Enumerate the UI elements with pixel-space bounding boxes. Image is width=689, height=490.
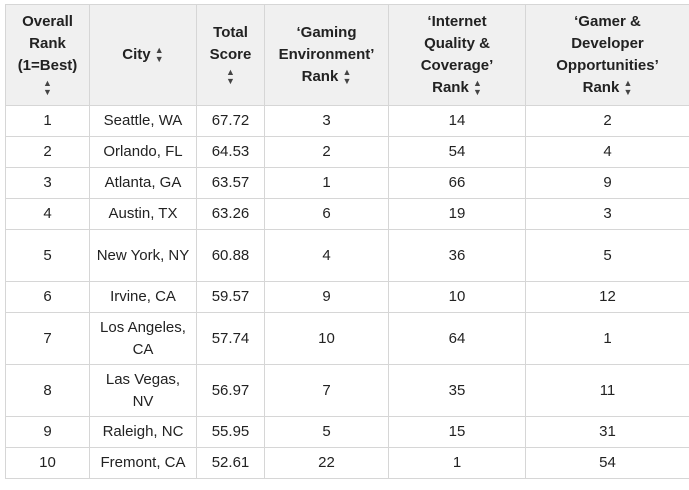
gaming-environment-rank-header[interactable]: ‘Gaming Environment’ Rank ▲▼: [265, 5, 389, 106]
internet-quality-rank-header[interactable]: ‘Internet Quality & Coverage’ Rank ▲▼: [389, 5, 526, 106]
gaming-environment-rank-cell: 4: [265, 230, 389, 282]
total-score-cell: 60.88: [197, 230, 265, 282]
city-cell: Orlando, FL: [90, 137, 197, 168]
city-cell: Austin, TX: [90, 199, 197, 230]
internet-quality-rank-cell: 35: [389, 365, 526, 417]
opportunities-rank-cell: 12: [526, 282, 689, 313]
internet-quality-rank-cell: 66: [389, 168, 526, 199]
internet-quality-rank-cell: 14: [389, 106, 526, 137]
internet-quality-rank-cell: 36: [389, 230, 526, 282]
rank-cell: 6: [6, 282, 90, 313]
rank-cell: 2: [6, 137, 90, 168]
gaming-environment-rank-cell: 2: [265, 137, 389, 168]
city-cell: Irvine, CA: [90, 282, 197, 313]
total-score-cell: 55.95: [197, 417, 265, 448]
rank-cell: 3: [6, 168, 90, 199]
total-score-cell: 52.61: [197, 448, 265, 479]
city-ranking-table: Overall Rank (1=Best) ▲▼ City ▲▼ Total Sc…: [5, 4, 689, 479]
internet-quality-rank-cell: 10: [389, 282, 526, 313]
rank-cell: 8: [6, 365, 90, 417]
city-cell: Los Angeles, CA: [90, 313, 197, 365]
sort-up-down-icon[interactable]: ▲▼: [155, 46, 164, 64]
rank-cell: 5: [6, 230, 90, 282]
total-score-cell: 63.26: [197, 199, 265, 230]
city-header[interactable]: City ▲▼: [90, 5, 197, 106]
opportunities-rank-cell: 54: [526, 448, 689, 479]
city-cell: Fremont, CA: [90, 448, 197, 479]
city-cell: Las Vegas, NV: [90, 365, 197, 417]
internet-quality-rank-cell: 15: [389, 417, 526, 448]
rank-cell: 1: [6, 106, 90, 137]
gaming-environment-rank-cell: 6: [265, 199, 389, 230]
column-label: ‘Gaming Environment’ Rank: [279, 24, 375, 85]
rank-cell: 9: [6, 417, 90, 448]
sort-up-down-icon[interactable]: ▲▼: [473, 79, 482, 97]
city-cell: Atlanta, GA: [90, 168, 197, 199]
opportunities-rank-cell: 31: [526, 417, 689, 448]
opportunities-rank-cell: 4: [526, 137, 689, 168]
sort-up-down-icon[interactable]: ▲▼: [342, 68, 351, 86]
opportunities-rank-cell: 3: [526, 199, 689, 230]
opportunities-rank-cell: 11: [526, 365, 689, 417]
total-score-cell: 64.53: [197, 137, 265, 168]
internet-quality-rank-cell: 19: [389, 199, 526, 230]
city-cell: Raleigh, NC: [90, 417, 197, 448]
rank-cell: 7: [6, 313, 90, 365]
total-score-cell: 56.97: [197, 365, 265, 417]
column-label: Overall Rank (1=Best): [18, 13, 78, 74]
rank-cell: 10: [6, 448, 90, 479]
opportunities-rank-cell: 1: [526, 313, 689, 365]
gaming-environment-rank-cell: 5: [265, 417, 389, 448]
city-cell: Seattle, WA: [90, 106, 197, 137]
gaming-environment-rank-cell: 22: [265, 448, 389, 479]
sort-up-down-icon[interactable]: ▲▼: [43, 79, 52, 97]
rank-cell: 4: [6, 199, 90, 230]
sort-up-down-icon[interactable]: ▲▼: [226, 68, 235, 86]
total-score-cell: 57.74: [197, 313, 265, 365]
gaming-environment-rank-cell: 9: [265, 282, 389, 313]
table-header-row: Overall Rank (1=Best) ▲▼ City ▲▼ Total Sc…: [6, 5, 689, 106]
overall-rank-header[interactable]: Overall Rank (1=Best) ▲▼: [6, 5, 90, 106]
opportunities-rank-cell: 2: [526, 106, 689, 137]
gaming-environment-rank-cell: 3: [265, 106, 389, 137]
total-score-cell: 63.57: [197, 168, 265, 199]
gaming-environment-rank-cell: 7: [265, 365, 389, 417]
city-cell: New York, NY: [90, 230, 197, 282]
total-score-header[interactable]: Total Score ▲▼: [197, 5, 265, 106]
internet-quality-rank-cell: 54: [389, 137, 526, 168]
opportunities-rank-header[interactable]: ‘Gamer & Developer Opportunities’ Rank ▲…: [526, 5, 689, 106]
total-score-cell: 59.57: [197, 282, 265, 313]
opportunities-rank-cell: 9: [526, 168, 689, 199]
gaming-environment-rank-cell: 1: [265, 168, 389, 199]
column-label: Total Score: [210, 24, 252, 63]
column-label: ‘Gamer & Developer Opportunities’ Rank: [556, 13, 659, 96]
total-score-cell: 67.72: [197, 106, 265, 137]
internet-quality-rank-cell: 1: [389, 448, 526, 479]
opportunities-rank-cell: 5: [526, 230, 689, 282]
column-label: City: [122, 46, 150, 63]
internet-quality-rank-cell: 64: [389, 313, 526, 365]
gaming-environment-rank-cell: 10: [265, 313, 389, 365]
sort-up-down-icon[interactable]: ▲▼: [623, 79, 632, 97]
column-label: ‘Internet Quality & Coverage’ Rank: [421, 13, 494, 96]
